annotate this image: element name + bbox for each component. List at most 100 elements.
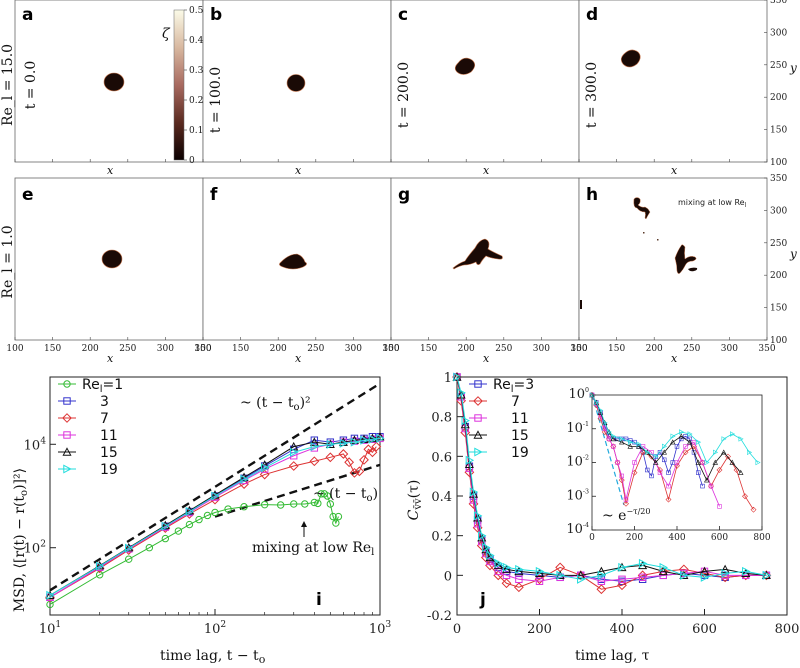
inset-point bbox=[611, 444, 616, 449]
autocorr-point bbox=[493, 560, 503, 570]
snapshot-x-tick: 250 bbox=[307, 344, 324, 354]
autocorr-point bbox=[535, 566, 545, 576]
msd-point bbox=[368, 434, 378, 444]
inset-x-tick: 600 bbox=[711, 533, 728, 543]
msd-point bbox=[145, 544, 154, 552]
panel-letter-h: h bbox=[586, 185, 598, 205]
msd-point bbox=[260, 463, 270, 473]
autocorr-point bbox=[486, 550, 495, 561]
inset-point bbox=[598, 407, 604, 414]
msd-point bbox=[240, 503, 248, 511]
autocorr-point bbox=[457, 388, 466, 398]
inset-point bbox=[632, 460, 637, 465]
inset-point bbox=[619, 436, 625, 442]
snapshot-panel-h bbox=[578, 177, 768, 341]
msd-mixing-annotation: mixing at low Rel bbox=[252, 540, 374, 558]
autocorr-point bbox=[659, 562, 669, 572]
msd-point bbox=[339, 438, 349, 448]
snapshot-ylabel-bottom: y bbox=[789, 247, 797, 261]
inset-point bbox=[610, 436, 616, 442]
colorbar-tick: 0 bbox=[189, 156, 195, 166]
inset-point bbox=[606, 429, 612, 435]
autocorr-point bbox=[486, 557, 494, 566]
snapshot-x-tick: 300 bbox=[345, 344, 362, 354]
autocorr-point bbox=[617, 580, 627, 591]
inset-point bbox=[628, 439, 634, 445]
inset-point bbox=[670, 433, 676, 439]
autocorr-point bbox=[461, 416, 471, 426]
autocorr-point bbox=[477, 532, 487, 542]
autocorr-point bbox=[468, 489, 479, 498]
inset-point bbox=[623, 500, 629, 507]
autocorr-legend-marker bbox=[474, 414, 482, 422]
inset-point bbox=[619, 439, 625, 445]
autocorr-point bbox=[597, 577, 606, 585]
msd-point bbox=[161, 534, 170, 543]
inset-point bbox=[623, 497, 629, 502]
snapshot-y-tick: 200 bbox=[770, 271, 787, 281]
autocorr-point bbox=[618, 575, 626, 583]
msd-point bbox=[301, 500, 309, 508]
msd-point bbox=[203, 511, 212, 520]
msd-point bbox=[45, 590, 55, 600]
snapshot-x-tick: 100 bbox=[570, 344, 587, 354]
snapshot-y-tick: 100 bbox=[770, 336, 787, 346]
colorbar-tick: 0.3 bbox=[189, 66, 204, 76]
inset-y-tick: 10-3 bbox=[566, 488, 589, 503]
panel-letter-d: d bbox=[586, 5, 598, 25]
panel-letter-f: f bbox=[210, 185, 218, 205]
msd-point bbox=[317, 490, 325, 498]
inset-point bbox=[674, 460, 680, 465]
msd-series-line bbox=[49, 437, 381, 596]
autocorr-point bbox=[465, 455, 475, 465]
snapshot-ylabel-top: y bbox=[789, 61, 797, 75]
mixing-annotation-h: mixing at low Rel bbox=[678, 198, 747, 209]
inset-point bbox=[670, 439, 676, 445]
inset-point bbox=[679, 436, 684, 442]
msd-legend-marker bbox=[63, 397, 71, 405]
snapshot-x-tick: 100 bbox=[382, 344, 399, 354]
snapshot-x-tick: 150 bbox=[420, 344, 437, 354]
droplet-b bbox=[286, 74, 306, 92]
inset-x-tick: 400 bbox=[668, 533, 685, 543]
inset-point bbox=[661, 449, 667, 455]
snapshot-panel-c bbox=[390, 0, 580, 163]
droplet-a bbox=[103, 72, 125, 92]
droplet-f bbox=[279, 253, 307, 270]
msd-x-tick: 102 bbox=[204, 620, 226, 637]
autocorr-point bbox=[638, 560, 648, 570]
snapshot-xlabel-f: x bbox=[295, 352, 302, 365]
colorbar-tick: 0.1 bbox=[189, 126, 203, 136]
autocorr-point bbox=[481, 544, 491, 554]
snapshot-xlabel-g: x bbox=[483, 352, 490, 365]
msd-point bbox=[338, 449, 349, 459]
msd-point bbox=[125, 543, 134, 553]
msd-point bbox=[185, 507, 195, 517]
snapshot-y-tick: 300 bbox=[770, 28, 787, 38]
msd-series-line bbox=[49, 493, 339, 605]
inset-x-tick: 0 bbox=[589, 533, 595, 543]
autocorr-y-tick: 0.2 bbox=[431, 530, 452, 545]
inset-point bbox=[670, 460, 675, 465]
msd-point bbox=[359, 454, 369, 465]
inset-point bbox=[615, 460, 620, 465]
msd-point bbox=[290, 500, 298, 508]
time-label-300: t = 300.0 bbox=[584, 62, 600, 128]
snapshot-x-tick: 100 bbox=[6, 344, 23, 354]
colorbar-tick: 0.2 bbox=[189, 96, 203, 106]
autocorr-x-tick: 400 bbox=[610, 622, 635, 637]
autocorr-point bbox=[469, 487, 479, 497]
autocorr-point bbox=[514, 566, 524, 576]
snapshot-xlabel-e: x bbox=[107, 352, 114, 365]
droplet-h bbox=[580, 197, 698, 309]
msd-legend-label: 11 bbox=[100, 428, 118, 444]
msd-point bbox=[360, 435, 369, 445]
msd-point bbox=[161, 521, 171, 531]
autocorr-y-tick: 0.6 bbox=[431, 450, 452, 465]
inset-point bbox=[730, 431, 736, 437]
autocorr-point bbox=[515, 564, 524, 574]
autocorr-legend-marker bbox=[474, 447, 483, 457]
msd-guide-line bbox=[214, 463, 381, 518]
snapshot-x-tick: 250 bbox=[495, 344, 512, 354]
